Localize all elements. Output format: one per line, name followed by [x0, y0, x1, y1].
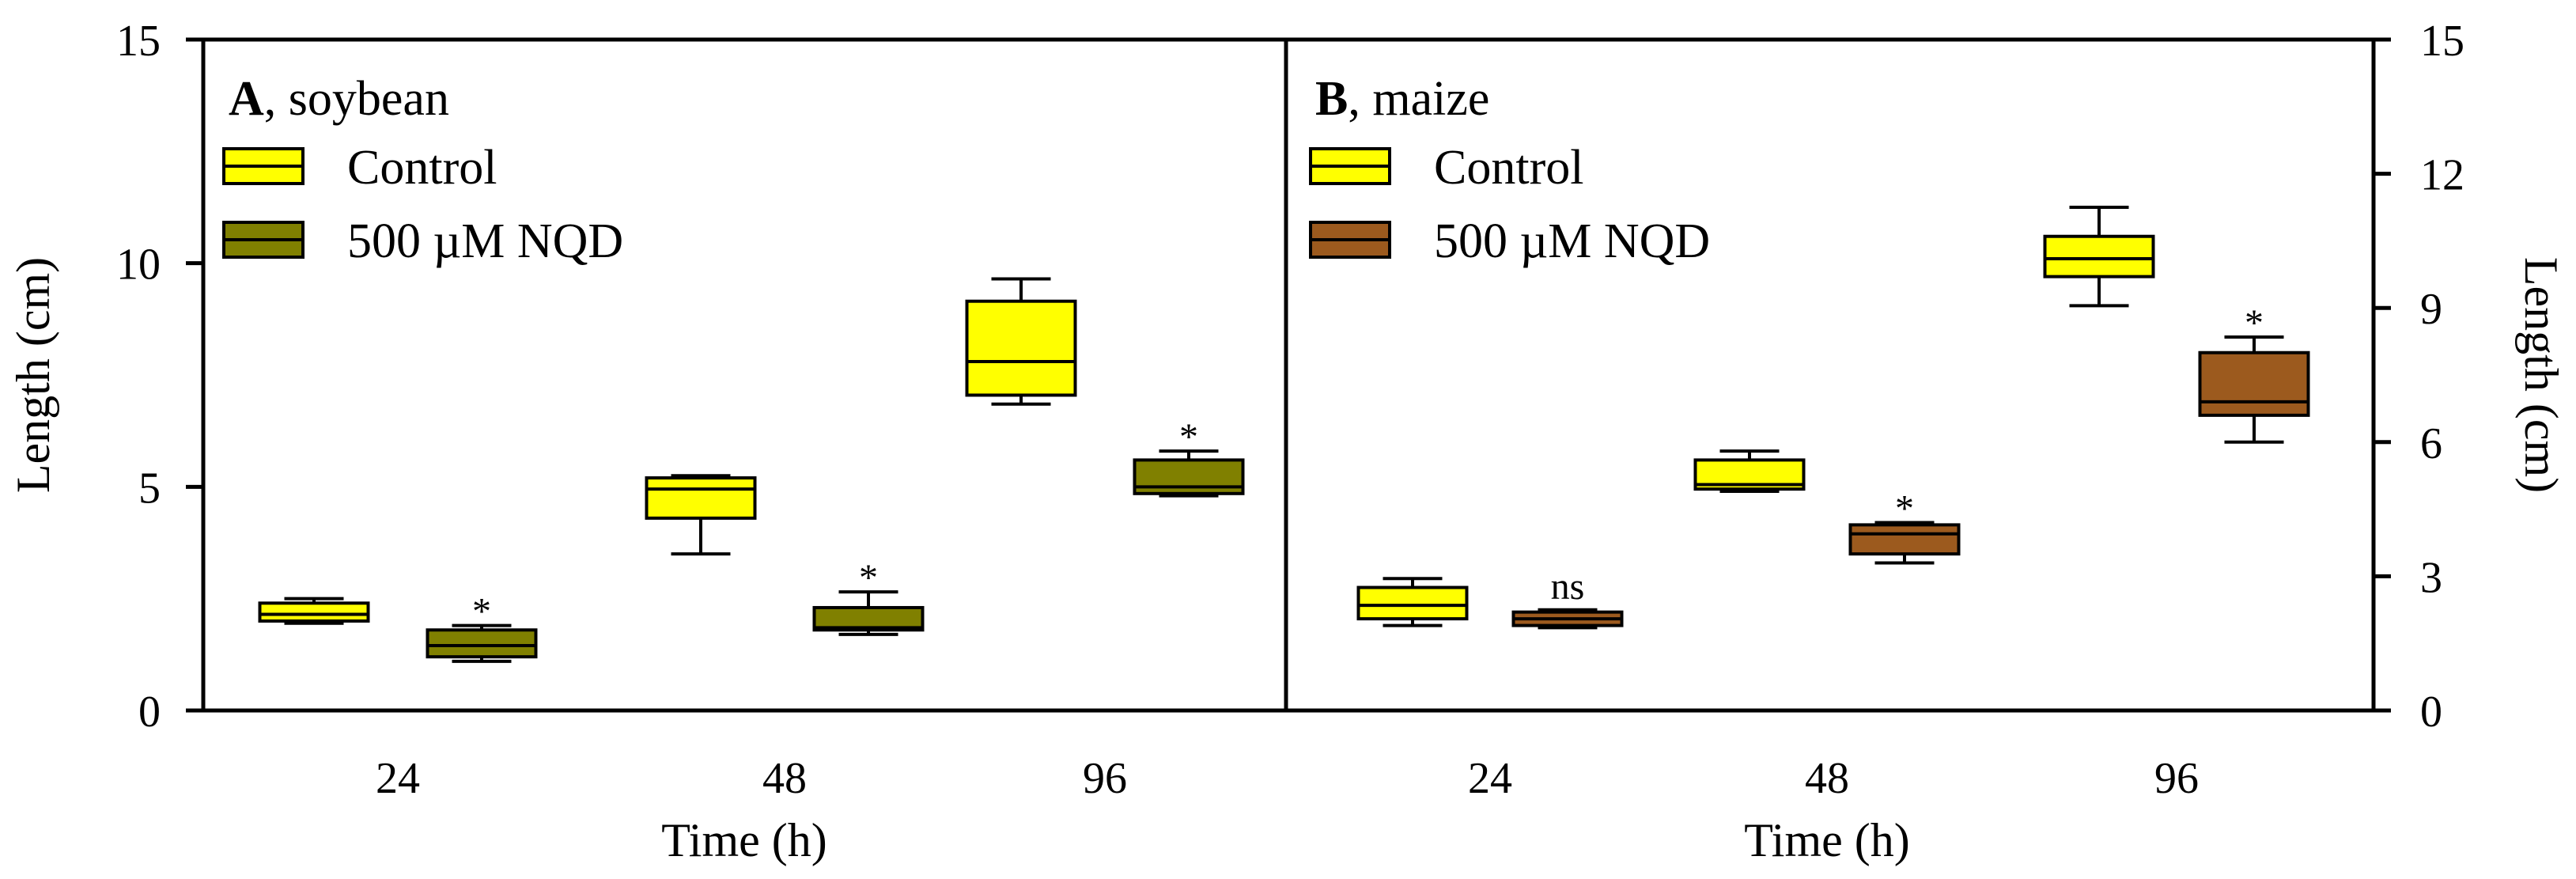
y-tick-label: 3: [2420, 553, 2442, 602]
legend-item: Control: [222, 141, 497, 195]
x-tick-label: 48: [1805, 754, 1849, 803]
box-plot: [258, 597, 370, 625]
legend-item: Control: [1309, 141, 1583, 195]
legend-item: 500 µM NQD: [1309, 214, 1710, 268]
y-tick-label: 15: [2420, 17, 2464, 66]
x-tick-label: 96: [2154, 754, 2199, 803]
significance-label: ns: [1551, 566, 1585, 608]
box-plot: *: [1133, 416, 1245, 498]
x-tick-label: 24: [376, 754, 420, 803]
box-plot: [965, 277, 1077, 406]
x-tick-label: 24: [1468, 754, 1512, 803]
x-tick-label: 48: [762, 754, 807, 803]
y-axis-ticks: 0 3 6 9 12 15: [2374, 17, 2464, 737]
panel-a: 0 5 10 15 Length (cm) 24 48 96 Time (h) * * * A, soy…: [7, 17, 1288, 866]
y-tick-label: 0: [2420, 688, 2442, 737]
panel-title: B, maize: [1315, 72, 1489, 126]
y-tick-label: 12: [2420, 151, 2464, 200]
significance-label: *: [472, 591, 491, 633]
y-tick-label: 15: [116, 17, 161, 66]
box: [426, 628, 538, 659]
significance-label: *: [1895, 488, 1914, 530]
plot-frame: [1284, 37, 2376, 713]
box-plot: [1693, 449, 1806, 493]
box: [1356, 585, 1469, 621]
box-plot: [1356, 577, 1469, 627]
box-plot: [2043, 206, 2155, 308]
box: [965, 299, 1077, 397]
x-axis-title: Time (h): [661, 814, 827, 866]
box-plot: *: [2198, 302, 2310, 444]
y-tick-label: 0: [138, 688, 161, 737]
x-axis-ticks: 24 48 96: [1468, 754, 2199, 803]
x-tick-label: 96: [1083, 754, 1127, 803]
y-tick-label: 9: [2420, 285, 2442, 334]
x-axis-ticks: 24 48 96: [376, 754, 1127, 803]
box-plot: ns: [1511, 566, 1624, 630]
legend-label: 500 µM NQD: [347, 214, 623, 268]
y-axis-title: Length (cm): [7, 257, 59, 493]
series-control: [1356, 206, 2155, 627]
y-tick-label: 5: [138, 464, 161, 513]
legend-label: Control: [1434, 141, 1583, 195]
significance-label: *: [859, 557, 878, 599]
y-tick-label: 10: [116, 241, 161, 290]
legend-item: 500 µM NQD: [222, 214, 623, 268]
panel-letter: A: [229, 72, 264, 126]
box-plot: *: [1848, 488, 1961, 565]
x-axis-title: Time (h): [1744, 814, 1909, 866]
box: [258, 601, 370, 623]
box: [1133, 458, 1245, 495]
series-nqd: ns * *: [1511, 302, 2310, 630]
panel-subtitle: , maize: [1348, 72, 1489, 126]
y-axis-ticks: 0 5 10 15: [116, 17, 203, 737]
panel-title: A, soybean: [229, 72, 449, 126]
box: [1848, 523, 1961, 556]
panel-subtitle: , soybean: [264, 72, 449, 126]
legend-label: 500 µM NQD: [1434, 214, 1710, 268]
legend: Control 500 µM NQD: [1309, 141, 1710, 268]
panel-letter: B: [1315, 72, 1348, 126]
panel-b: 0 3 6 9 12 15 Length (cm) 24 48 96 Time (h) ns * * B, …: [1284, 17, 2567, 866]
box-plot: *: [812, 557, 925, 636]
legend: Control 500 µM NQD: [222, 141, 623, 268]
y-tick-label: 6: [2420, 419, 2442, 468]
legend-label: Control: [347, 141, 497, 195]
series-control: [258, 277, 1077, 625]
box-plot: *: [426, 591, 538, 663]
box: [2198, 350, 2310, 417]
significance-label: *: [1179, 416, 1198, 458]
series-nqd: * * *: [426, 416, 1245, 663]
box: [645, 476, 757, 520]
significance-label: *: [2245, 302, 2264, 344]
y-axis-title: Length (cm): [2515, 257, 2567, 493]
box-plot: [645, 474, 757, 556]
box: [2043, 234, 2155, 278]
